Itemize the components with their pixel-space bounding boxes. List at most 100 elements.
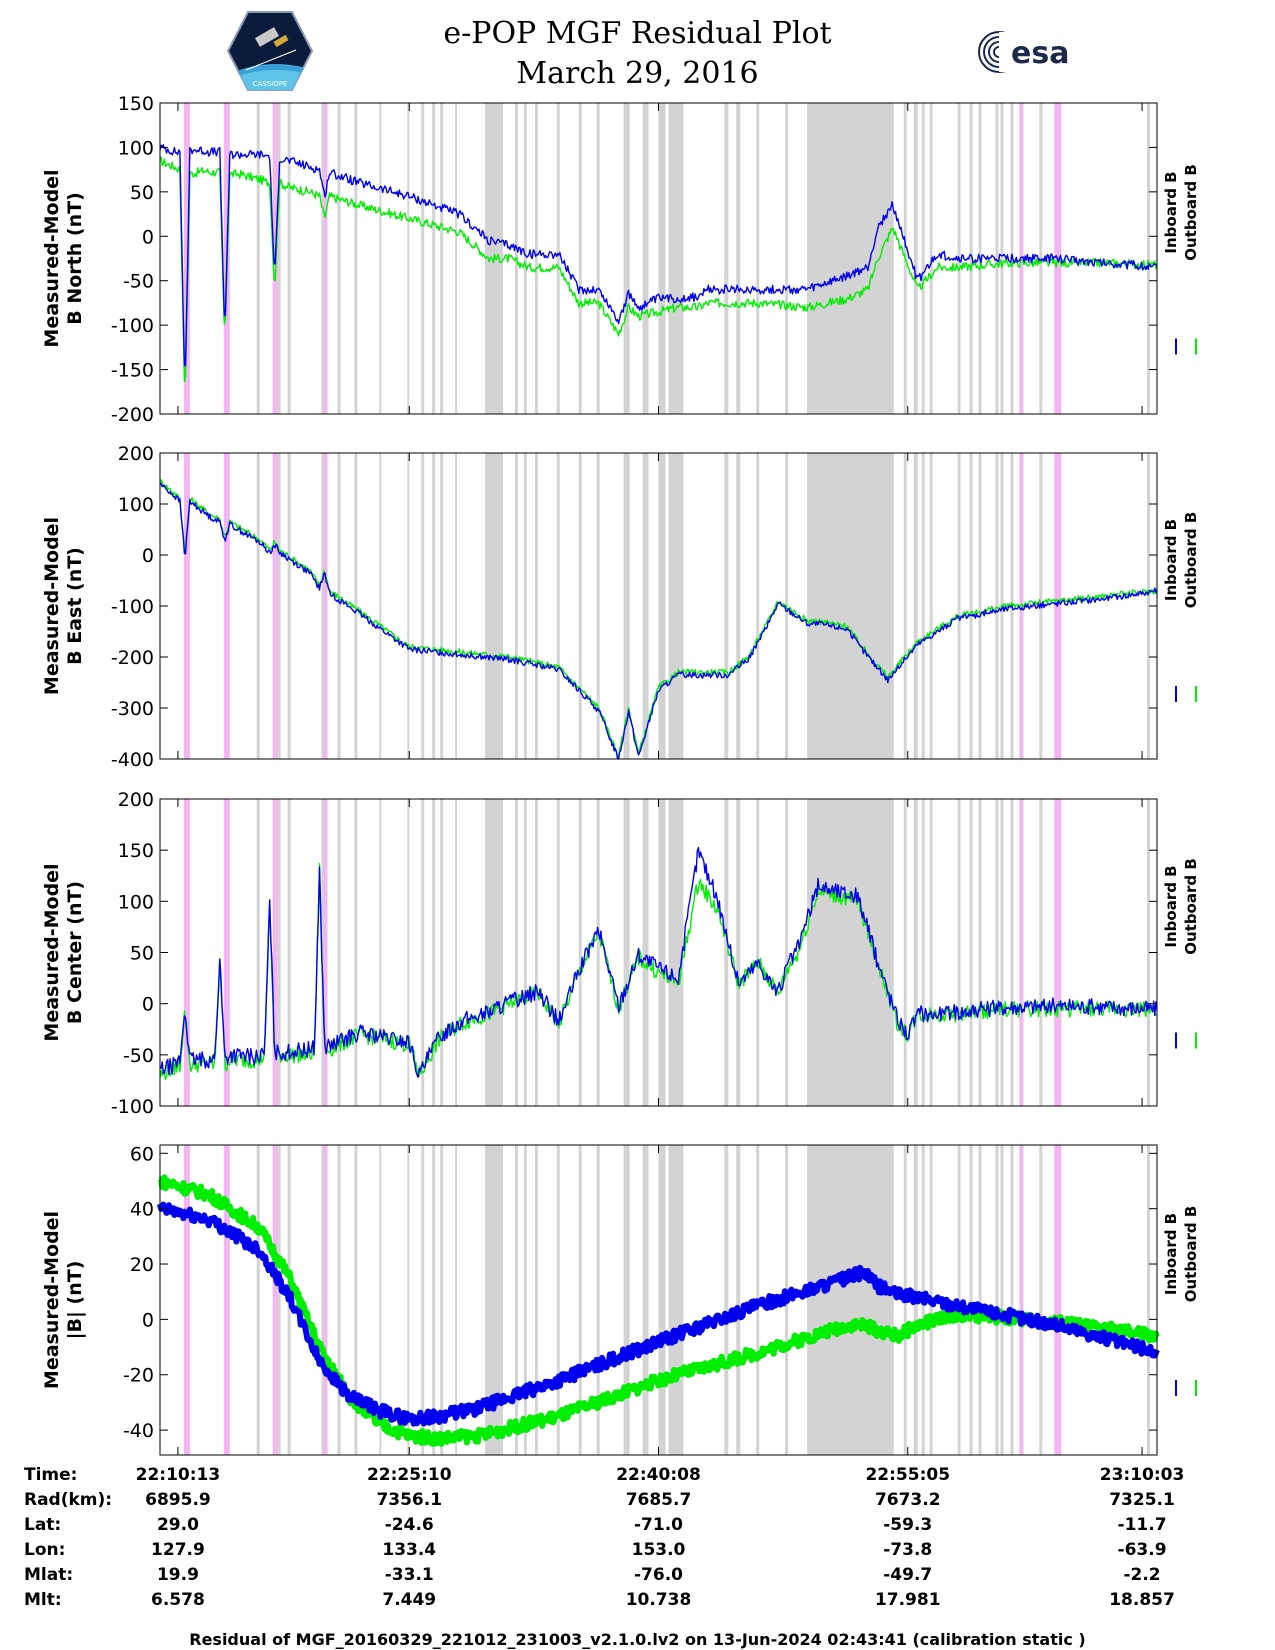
pink-band (223, 453, 230, 759)
info-row-value: 7.449 (382, 1590, 437, 1610)
pink-band (183, 799, 190, 1106)
gray-band (995, 453, 999, 759)
gray-band (440, 103, 444, 414)
series-line-inboard (159, 482, 1158, 760)
gray-band (1010, 799, 1014, 1106)
gray-band (523, 1145, 527, 1455)
legend-outboard-label: Outboard B (1182, 858, 1200, 955)
gray-band (736, 103, 741, 414)
gray-band (485, 453, 503, 759)
info-row-value: 7685.7 (625, 1490, 692, 1510)
gray-band (337, 799, 341, 1106)
info-row: Rad(km): 6895.9 7356.1 7685.7 7673.2 7325.1 (24, 1490, 1274, 1515)
legend-inboard-label: Inboard B (1162, 865, 1180, 947)
gray-band (1147, 799, 1151, 1106)
gray-band (256, 453, 260, 759)
y-axis-label: B Center (nT) (64, 881, 86, 1024)
gray-band (724, 1145, 729, 1455)
panel-b-east: 200 100 0 -100 -200 -300 -400 Measured-Model B E… (41, 443, 1200, 771)
gray-band (1147, 1145, 1151, 1455)
esa-logo: esa (975, 28, 1095, 84)
info-row-value: 22:40:08 (616, 1465, 701, 1485)
y-tick-label: -150 (111, 360, 154, 382)
y-tick-label: 200 (118, 789, 154, 811)
gray-band (432, 453, 436, 759)
y-tick-label: 40 (130, 1199, 154, 1221)
info-row-label: Time: (24, 1465, 78, 1485)
y-axis-label: Measured-Model (41, 1211, 63, 1389)
gray-band (969, 103, 973, 414)
series-line-inboard (159, 846, 1158, 1078)
gray-band (642, 799, 649, 1106)
gray-band (277, 799, 281, 1106)
gray-band (256, 103, 260, 414)
y-tick-label: -50 (123, 1045, 154, 1067)
gray-band (668, 799, 684, 1106)
gray-band (321, 1145, 325, 1455)
info-row-value: 22:55:05 (865, 1465, 951, 1485)
info-row-label: Rad(km): (24, 1490, 113, 1510)
gray-band (556, 453, 560, 759)
y-tick-label: 100 (118, 494, 154, 516)
gray-band (969, 453, 973, 759)
y-tick-label: 0 (142, 1309, 154, 1331)
y-tick-label: -200 (111, 647, 154, 669)
legend-inboard-label: Inboard B (1162, 519, 1180, 601)
gray-band (756, 103, 760, 414)
pink-band (272, 799, 278, 1106)
gray-band (256, 799, 260, 1106)
gray-band (534, 799, 538, 1106)
gray-band (1000, 1145, 1004, 1455)
gray-band (379, 453, 382, 759)
info-row-value: -73.8 (883, 1540, 933, 1560)
y-tick-label: 60 (130, 1143, 154, 1165)
pink-band (272, 1145, 278, 1455)
pink-band (223, 1145, 230, 1455)
gray-band (432, 103, 436, 414)
info-row-value: 153.0 (631, 1540, 686, 1560)
cassiope-logo: CASSIOPE (226, 10, 314, 96)
info-row-value: 23:10:03 (1099, 1465, 1185, 1485)
info-row-value: 19.9 (156, 1565, 199, 1585)
gray-band (596, 1145, 600, 1455)
gray-band (556, 799, 560, 1106)
gray-band (455, 103, 458, 414)
gray-band (277, 1145, 281, 1455)
gray-band (277, 103, 281, 414)
y-tick-label: -50 (123, 271, 154, 293)
pink-band (323, 453, 328, 759)
gray-band (578, 103, 582, 414)
y-tick-label: 150 (118, 93, 154, 115)
gray-band (354, 103, 358, 414)
footer-caption: Residual of MGF_20160329_221012_231003_v… (189, 1630, 1086, 1649)
gray-band (421, 453, 425, 759)
gray-band (807, 799, 894, 1106)
gray-band (1000, 103, 1004, 414)
legend-inboard-label: Inboard B (1162, 171, 1180, 253)
info-row: Time: 22:10:13 22:25:10 22:40:08 22:55:05 23:… (24, 1465, 1274, 1490)
gray-band (277, 453, 281, 759)
gray-band (995, 103, 999, 414)
info-row-value: 18.857 (1109, 1590, 1175, 1610)
plot-date: March 29, 2016 (516, 56, 759, 91)
info-row: Mlat: 19.9 -33.1 -76.0 -49.7 -2.2 (24, 1565, 1274, 1590)
pink-band (223, 799, 230, 1106)
gray-band (578, 799, 582, 1106)
gray-band (440, 799, 444, 1106)
gray-band (623, 1145, 630, 1455)
info-row-value: 10.738 (625, 1590, 692, 1610)
gray-band (407, 453, 410, 759)
gray-band (668, 1145, 684, 1455)
gray-band (407, 1145, 410, 1455)
panel-b-center: 200 150 100 50 0 -50 -100 Measured-Model B Cente… (41, 789, 1200, 1118)
info-row-value: -63.9 (1117, 1540, 1167, 1560)
gray-band (354, 453, 358, 759)
gray-band (337, 1145, 341, 1455)
gray-band (642, 1145, 649, 1455)
gray-band (807, 453, 894, 759)
gray-band (596, 453, 600, 759)
gray-band (642, 453, 649, 759)
legend-outboard-label: Outboard B (1182, 164, 1200, 261)
gray-band (421, 799, 425, 1106)
gray-band (596, 799, 600, 1106)
